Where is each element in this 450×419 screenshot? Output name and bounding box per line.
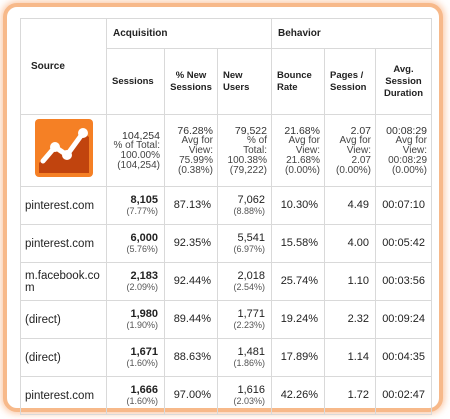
pct-new-sessions-cell: 97.00% bbox=[164, 376, 218, 415]
source-header[interactable]: Source bbox=[20, 18, 107, 115]
bounce-rate-header[interactable]: Bounce Rate bbox=[271, 48, 325, 115]
pages-session-cell: 1.14 bbox=[324, 338, 376, 377]
total-bounce-rate: 21.68% Avg for View: 21.68% (0.00%) bbox=[271, 114, 325, 187]
sessions-cell: 2,183 (2.09%) bbox=[106, 262, 165, 301]
bounce-rate-cell: 17.89% bbox=[271, 338, 325, 377]
pages-session-cell: 4.00 bbox=[324, 224, 376, 263]
total-pct-new-sessions: 76.28% Avg for View: 75.99% (0.38%) bbox=[164, 114, 218, 187]
analytics-table: Source Acquisition Behavior Sessions % N… bbox=[20, 18, 433, 415]
new-users-header[interactable]: New Users bbox=[217, 48, 272, 115]
new-users-cell: 2,018 (2.54%) bbox=[217, 262, 272, 301]
bounce-rate-cell: 10.30% bbox=[271, 186, 325, 225]
source-cell[interactable]: pinterest.com bbox=[20, 224, 107, 263]
pct-new-sessions-header[interactable]: % New Sessions bbox=[164, 48, 218, 115]
source-cell[interactable]: (direct) bbox=[20, 338, 107, 377]
total-avg-session-duration: 00:08:29 Avg for View: 00:08:29 (0.00%) bbox=[374, 114, 433, 187]
sessions-cell: 8,105 (7.77%) bbox=[106, 186, 165, 225]
avg-session-duration-cell: 00:05:42 bbox=[374, 224, 433, 263]
avg-session-duration-cell: 00:02:47 bbox=[374, 376, 433, 415]
pages-session-cell: 1.72 bbox=[324, 376, 376, 415]
new-users-cell: 1,616 (2.03%) bbox=[217, 376, 272, 415]
pct-new-sessions-cell: 87.13% bbox=[164, 186, 218, 225]
table-row: pinterest.com 1,666 (1.60%) 97.00% 1,616(… bbox=[20, 376, 433, 415]
source-cell[interactable]: m.facebook.co m bbox=[20, 262, 107, 301]
pct-new-sessions-cell: 92.35% bbox=[164, 224, 218, 263]
sessions-cell: 1,980 (1.90%) bbox=[106, 300, 165, 339]
table-row: (direct) 1,671 (1.60%) 88.63% 1,481 (1.86%… bbox=[20, 338, 433, 377]
avg-session-duration-header[interactable]: Avg. Session Duration bbox=[374, 48, 433, 115]
new-users-cell: 5,541 (6.97%) bbox=[217, 224, 272, 263]
sessions-cell: 6,000 (5.76%) bbox=[106, 224, 165, 263]
sessions-cell: 1,671 (1.60%) bbox=[106, 338, 165, 377]
sessions-header[interactable]: Sessions bbox=[106, 48, 165, 115]
bounce-rate-cell: 15.58% bbox=[271, 224, 325, 263]
bounce-rate-cell: 19.24% bbox=[271, 300, 325, 339]
avg-session-duration-cell: 00:04:35 bbox=[374, 338, 433, 377]
new-users-cell: 1,481 (1.86%) bbox=[217, 338, 272, 377]
avg-session-duration-cell: 00:07:10 bbox=[374, 186, 433, 225]
new-users-cell: 7,062 (8.88%) bbox=[217, 186, 272, 225]
bounce-rate-cell: 42.26% bbox=[271, 376, 325, 415]
avg-session-duration-cell: 00:09:24 bbox=[374, 300, 433, 339]
totals-row: 104,254 % of Total: 100.00% (104,254) 76… bbox=[20, 114, 433, 187]
bounce-rate-cell: 25.74% bbox=[271, 262, 325, 301]
pages-session-cell: 1.10 bbox=[324, 262, 376, 301]
source-cell[interactable]: (direct) bbox=[20, 300, 107, 339]
table-row: pinterest.com 8,105 (7.77%) 87.13% 7,062(… bbox=[20, 186, 433, 225]
total-pages-session: 2.07 Avg for View: 2.07 (0.00%) bbox=[324, 114, 376, 187]
pct-new-sessions-cell: 92.44% bbox=[164, 262, 218, 301]
acquisition-group-header: Acquisition bbox=[106, 18, 272, 49]
pct-new-sessions-cell: 88.63% bbox=[164, 338, 218, 377]
pages-session-cell: 4.49 bbox=[324, 186, 376, 225]
total-sessions: 104,254 % of Total: 100.00% (104,254) bbox=[106, 114, 165, 187]
google-analytics-icon bbox=[34, 119, 93, 177]
table-row: m.facebook.co m 2,183 (2.09%) 92.44% 2,01… bbox=[20, 262, 433, 301]
behavior-group-header: Behavior bbox=[270, 18, 433, 49]
sessions-cell: 1,666 (1.60%) bbox=[106, 376, 165, 415]
avg-session-duration-cell: 00:03:56 bbox=[374, 262, 433, 301]
logo-cell bbox=[20, 114, 107, 187]
source-cell[interactable]: pinterest.com bbox=[20, 186, 107, 225]
source-cell[interactable]: pinterest.com bbox=[20, 376, 107, 415]
pages-session-cell: 2.32 bbox=[324, 300, 376, 339]
table-row: (direct) 1,980 (1.90%) 89.44% 1,771 (2.23%… bbox=[20, 300, 433, 339]
new-users-cell: 1,771 (2.23%) bbox=[217, 300, 272, 339]
pages-session-header[interactable]: Pages / Session bbox=[324, 48, 376, 115]
pct-new-sessions-cell: 89.44% bbox=[164, 300, 218, 339]
total-new-users: 79,522 % of Total: 100.38% (79,222) bbox=[217, 114, 272, 187]
table-row: pinterest.com 6,000 (5.76%) 92.35% 5,541(… bbox=[20, 224, 433, 263]
